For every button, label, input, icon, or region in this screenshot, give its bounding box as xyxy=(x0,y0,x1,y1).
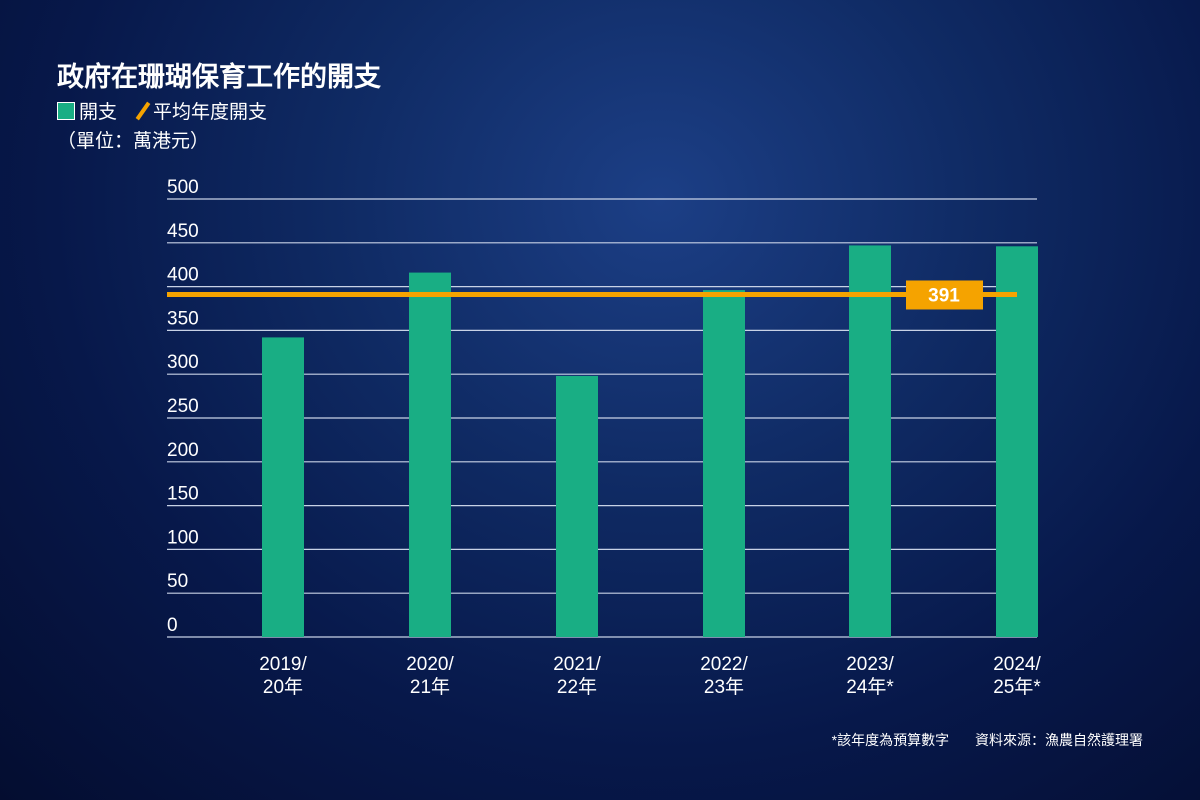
bar xyxy=(262,337,304,637)
y-tick-label: 450 xyxy=(167,221,199,242)
y-tick-label: 300 xyxy=(167,352,199,373)
x-tick-label: 20年 xyxy=(263,676,303,698)
x-tick-label: 22年 xyxy=(557,676,597,698)
legend-label-average: 平均年度開支 xyxy=(153,102,268,123)
y-tick-label: 200 xyxy=(167,440,199,461)
legend-swatch-expenditure xyxy=(57,101,75,120)
y-tick-label: 50 xyxy=(167,571,188,592)
unit-label: （單位：萬港元） xyxy=(57,131,210,152)
y-tick-label: 400 xyxy=(167,265,199,286)
y-tick-label: 0 xyxy=(167,615,178,636)
bar xyxy=(703,290,745,637)
y-tick-label: 500 xyxy=(167,177,199,198)
x-tick-label: 25年* xyxy=(993,676,1041,698)
x-tick-label: 2024/ xyxy=(993,654,1041,675)
average-label: 391 xyxy=(928,285,960,306)
average-label-box xyxy=(906,280,983,310)
x-tick-label: 2021/ xyxy=(553,654,601,675)
bar xyxy=(996,246,1038,637)
y-tick-label: 150 xyxy=(167,484,199,505)
y-tick-label: 100 xyxy=(167,527,199,548)
legend: 開支 平均年度開支 xyxy=(57,97,267,124)
bar xyxy=(556,375,598,637)
chart-title: 政府在珊瑚保育工作的開支 xyxy=(57,62,381,92)
x-tick-label: 2019/ xyxy=(259,654,307,675)
x-tick-label: 2023/ xyxy=(846,654,894,675)
x-tick-label: 2022/ xyxy=(700,654,748,675)
footer: *該年度為預算數字 資料來源：漁農自然護理署 xyxy=(832,730,1143,750)
x-tick-label: 2020/ xyxy=(406,654,454,675)
x-tick-label: 24年* xyxy=(846,676,894,698)
legend-label-expenditure: 開支 xyxy=(79,102,118,123)
x-tick-label: 21年 xyxy=(410,676,450,698)
bar xyxy=(409,272,451,637)
y-tick-label: 250 xyxy=(167,396,199,417)
y-tick-label: 350 xyxy=(167,308,199,329)
x-tick-label: 23年 xyxy=(704,676,744,698)
bar xyxy=(849,245,891,638)
source: 資料來源：漁農自然護理署 xyxy=(975,732,1143,748)
footnote: *該年度為預算數字 xyxy=(831,732,950,748)
